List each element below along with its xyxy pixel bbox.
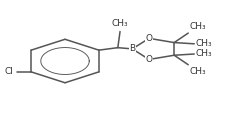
Text: O: O <box>145 55 152 64</box>
Text: CH₃: CH₃ <box>195 39 211 48</box>
Text: CH₃: CH₃ <box>189 67 205 76</box>
Text: O: O <box>145 34 152 43</box>
Text: CH₃: CH₃ <box>195 50 211 59</box>
Text: B: B <box>129 44 135 53</box>
Text: Cl: Cl <box>4 67 13 76</box>
Text: CH₃: CH₃ <box>189 22 205 31</box>
Text: CH₃: CH₃ <box>111 19 128 28</box>
